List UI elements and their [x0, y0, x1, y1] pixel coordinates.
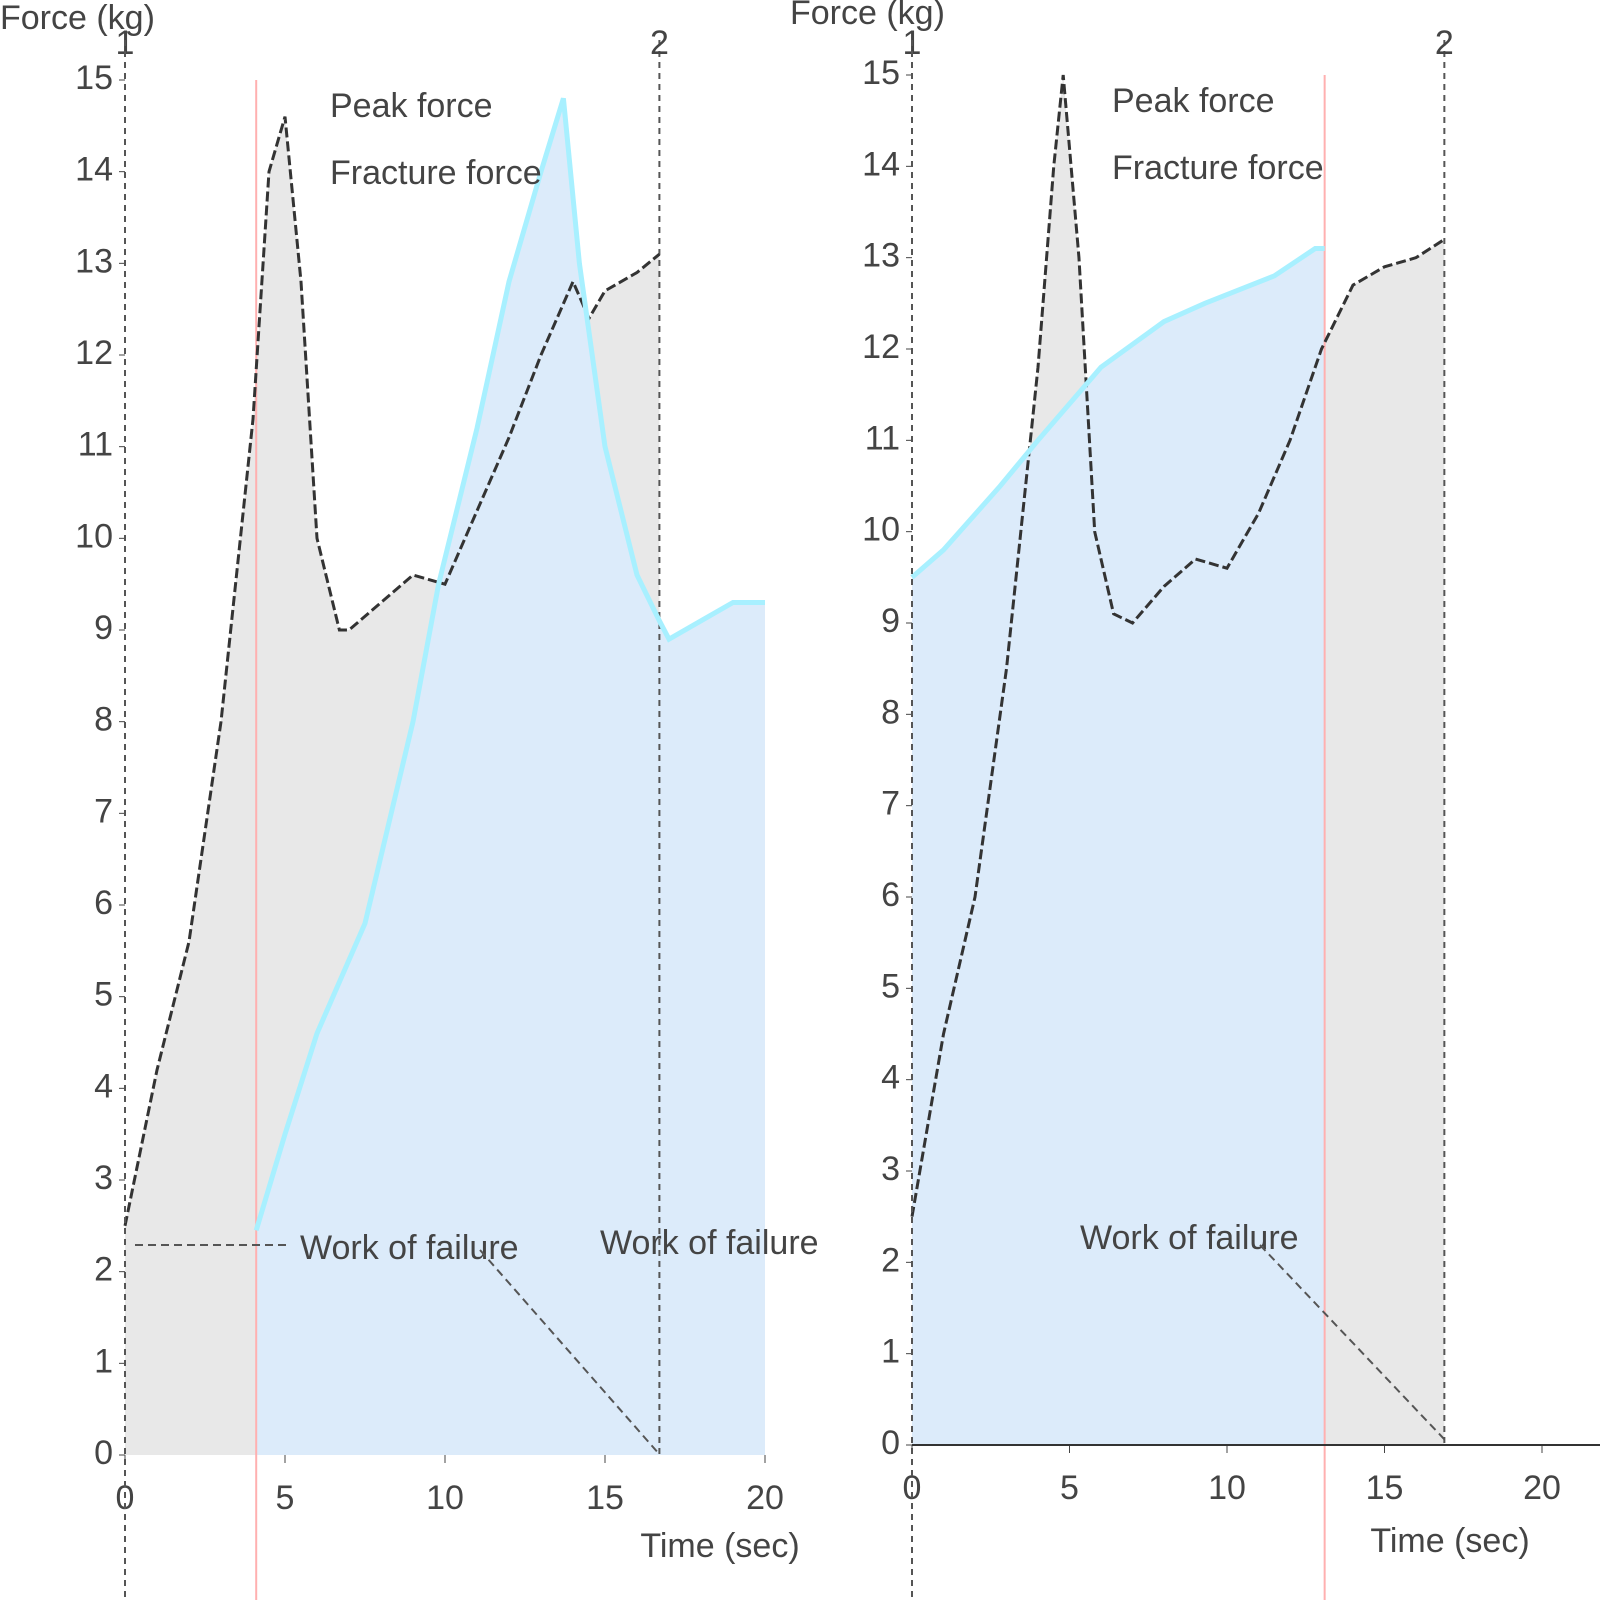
y-tick-label: 15	[75, 59, 113, 97]
y-tick-label: 11	[865, 419, 900, 457]
y-tick-label: 4	[881, 1059, 900, 1097]
pointer-line	[1259, 1244, 1446, 1441]
y-tick-label: 11	[78, 426, 113, 464]
y-tick-label: 14	[862, 145, 900, 183]
y-tick-label: 0	[881, 1424, 900, 1462]
y-axis-title: Force (kg)	[790, 0, 945, 32]
annotation: Work of failure	[300, 1229, 519, 1267]
y-tick-label: 14	[75, 151, 113, 189]
y-tick-label: 10	[75, 517, 113, 555]
series-area	[256, 98, 765, 1455]
y-tick-label: 7	[94, 792, 113, 830]
x-tick-label: 0	[903, 1469, 922, 1507]
series-line	[910, 246, 1325, 580]
y-tick-label: 4	[94, 1067, 113, 1105]
y-tick-label: 8	[881, 693, 900, 731]
y-tick-label: 9	[94, 609, 113, 647]
x-tick-label: 20	[746, 1479, 784, 1517]
x-tick-label: 10	[426, 1479, 464, 1517]
y-axis-title: Force (kg)	[0, 0, 155, 37]
x-tick-label: 15	[586, 1479, 624, 1517]
y-tick-label: 9	[881, 602, 900, 640]
annotation: Peak force	[1112, 82, 1275, 120]
y-tick-label: 3	[94, 1159, 113, 1197]
y-tick-label: 0	[94, 1434, 113, 1472]
y-tick-label: 10	[862, 511, 900, 549]
x-tick-label: 5	[1060, 1469, 1079, 1507]
x-tick-label: 10	[1208, 1469, 1246, 1507]
y-tick-label: 7	[881, 785, 900, 823]
x-axis-title: Time (sec)	[640, 1527, 799, 1565]
y-tick-label: 12	[862, 328, 900, 366]
marker-label: 2	[1435, 24, 1454, 62]
series-line	[253, 97, 765, 1232]
y-tick-label: 15	[862, 54, 900, 92]
y-tick-label: 13	[862, 237, 900, 275]
y-tick-label: 13	[75, 242, 113, 280]
annotation: Fracture force	[1112, 149, 1324, 187]
annotation: Fracture force	[330, 154, 542, 192]
series-line	[910, 74, 1446, 1217]
annotation: Peak force	[330, 87, 493, 125]
series-area	[912, 248, 1325, 1446]
y-tick-label: 1	[881, 1333, 900, 1371]
y-tick-label: 2	[881, 1241, 900, 1279]
y-tick-label: 12	[75, 334, 113, 372]
x-tick-label: 20	[1523, 1469, 1561, 1507]
annotation: Work of failure	[1080, 1219, 1299, 1257]
x-tick-label: 15	[1366, 1469, 1404, 1507]
annotation: Work of failure	[600, 1224, 819, 1262]
series-line	[123, 116, 661, 1227]
x-tick-label: 5	[276, 1479, 295, 1517]
y-tick-label: 3	[881, 1150, 900, 1188]
y-tick-label: 2	[94, 1251, 113, 1289]
y-tick-label: 1	[94, 1342, 113, 1380]
x-axis-title: Time (sec)	[1370, 1522, 1529, 1560]
marker-label: 2	[650, 24, 669, 62]
y-tick-label: 6	[94, 884, 113, 922]
y-tick-label: 5	[94, 976, 113, 1014]
y-tick-label: 5	[881, 967, 900, 1005]
pointer-line	[479, 1249, 661, 1456]
y-tick-label: 8	[94, 701, 113, 739]
y-tick-label: 6	[881, 876, 900, 914]
